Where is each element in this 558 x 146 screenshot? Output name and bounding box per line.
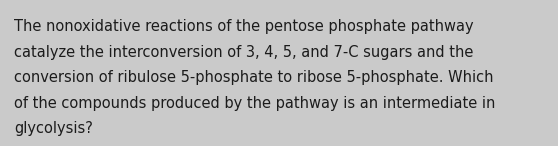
Text: conversion of ribulose 5-phosphate to ribose 5-phosphate. Which: conversion of ribulose 5-phosphate to ri…: [14, 70, 493, 85]
Text: catalyze the interconversion of 3, 4, 5, and 7-C sugars and the: catalyze the interconversion of 3, 4, 5,…: [14, 45, 473, 60]
Text: The nonoxidative reactions of the pentose phosphate pathway: The nonoxidative reactions of the pentos…: [14, 19, 474, 34]
Text: of the compounds produced by the pathway is an intermediate in: of the compounds produced by the pathway…: [14, 96, 496, 111]
Text: glycolysis?: glycolysis?: [14, 121, 93, 136]
